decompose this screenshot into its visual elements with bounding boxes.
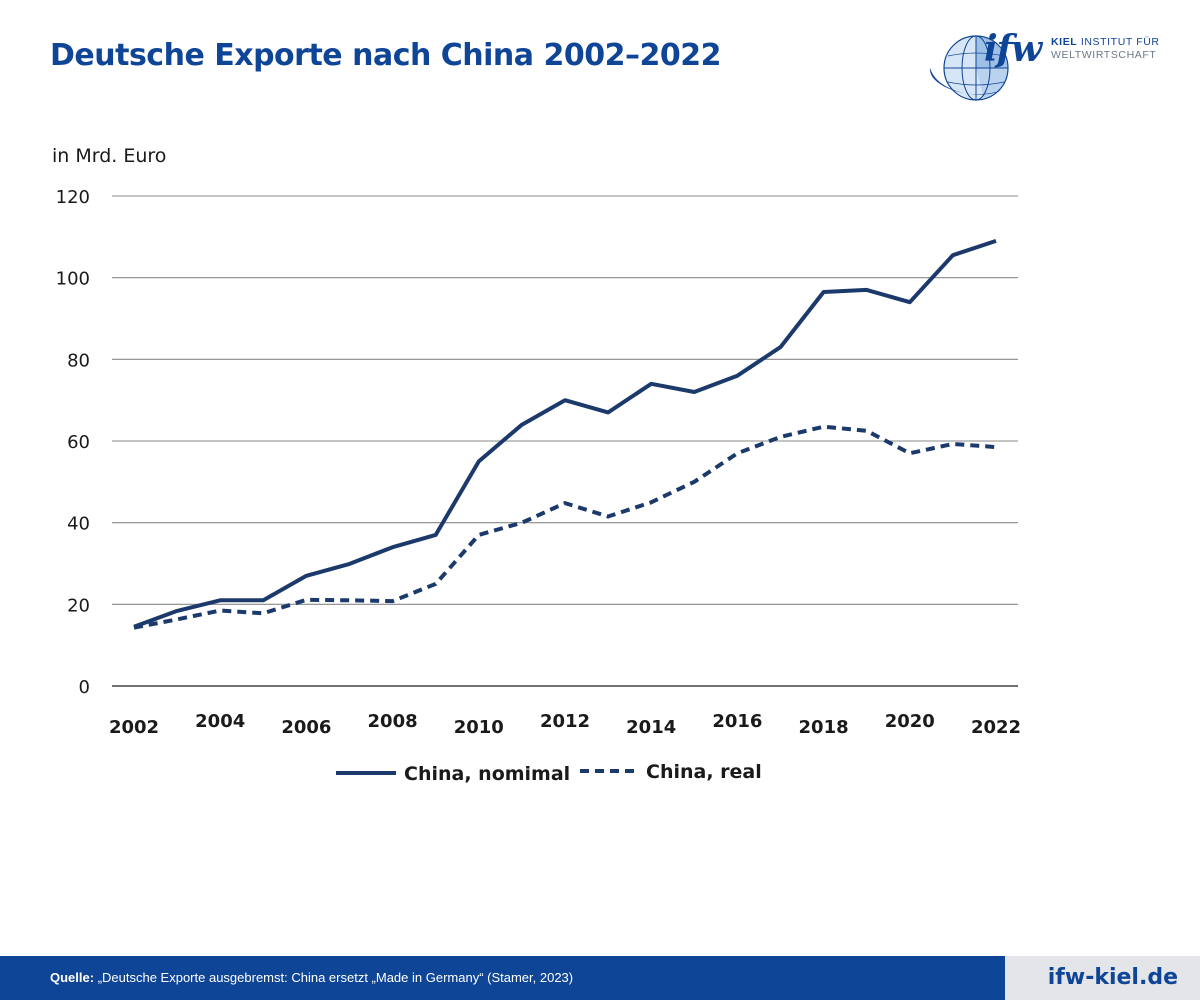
legend-label: China, real bbox=[646, 761, 762, 783]
y-tick-label: 100 bbox=[56, 269, 90, 290]
site-link[interactable]: ifw-kiel.de bbox=[1047, 965, 1178, 990]
y-tick-label: 40 bbox=[67, 514, 90, 535]
x-tick-label: 2018 bbox=[799, 717, 849, 738]
x-tick-label: 2022 bbox=[971, 717, 1021, 738]
y-tick-label: 80 bbox=[67, 350, 90, 371]
series-line-real bbox=[133, 424, 997, 630]
x-tick-label: 2008 bbox=[368, 711, 418, 732]
x-tick-label: 2020 bbox=[885, 711, 935, 732]
legend-label: China, nomimal bbox=[404, 763, 570, 785]
grid-lines bbox=[112, 195, 1018, 687]
logo-wordmark: ifw bbox=[984, 28, 1042, 70]
y-tick-label: 120 bbox=[56, 187, 90, 208]
x-tick-label: 2010 bbox=[454, 717, 504, 738]
series-line-nominal bbox=[133, 239, 997, 629]
y-tick-label: 0 bbox=[79, 677, 90, 698]
logo-subtitle-line1: KIEL INSTITUT FÜR bbox=[1051, 36, 1160, 48]
x-tick-label: 2004 bbox=[195, 711, 245, 732]
footer-site-box[interactable]: ifw-kiel.de bbox=[1005, 956, 1200, 1000]
x-tick-label: 2002 bbox=[109, 717, 159, 738]
y-axis-label: in Mrd. Euro bbox=[52, 145, 166, 167]
legend: China, nomimal China, real bbox=[336, 761, 762, 785]
source-note: Quelle: „Deutsche Exporte ausgebremst: C… bbox=[50, 970, 574, 985]
x-tick-label: 2016 bbox=[712, 711, 762, 732]
logo-subtitle-line2: WELTWIRTSCHAFT bbox=[1051, 49, 1157, 61]
ifw-logo[interactable]: ifw KIEL INSTITUT FÜR WELTWIRTSCHAFT bbox=[924, 20, 1184, 115]
page-title: Deutsche Exporte nach China 2002–2022 bbox=[50, 38, 721, 73]
x-tick-labels: 2002 2004 2006 2008 2010 2012 2014 2016 2018 2020… bbox=[109, 711, 1021, 738]
globe-icon bbox=[929, 35, 1009, 101]
series-lines bbox=[133, 239, 997, 630]
y-tick-label: 60 bbox=[67, 432, 90, 453]
footer: Quelle: „Deutsche Exporte ausgebremst: C… bbox=[0, 956, 1200, 1000]
footer-source-bar: Quelle: „Deutsche Exporte ausgebremst: C… bbox=[0, 956, 1005, 1000]
y-tick-label: 20 bbox=[67, 595, 90, 616]
x-tick-label: 2006 bbox=[281, 717, 331, 738]
x-tick-label: 2014 bbox=[626, 717, 676, 738]
y-tick-labels: 0 20 40 60 80 100 120 bbox=[56, 187, 90, 698]
x-tick-label: 2012 bbox=[540, 711, 590, 732]
